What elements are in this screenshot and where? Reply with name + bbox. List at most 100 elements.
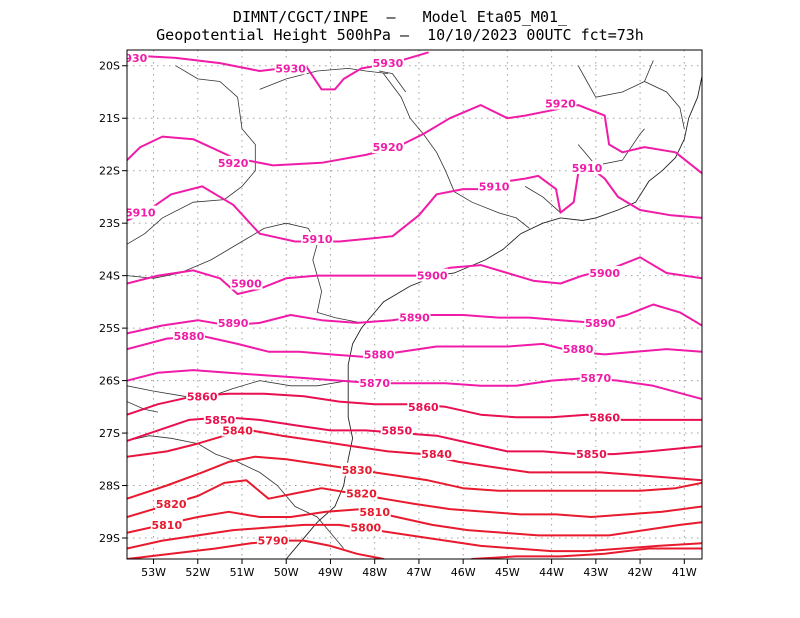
contour-label: 5840 xyxy=(222,424,253,437)
y-tick-label: 27S xyxy=(99,427,120,440)
state-border-line xyxy=(383,73,530,229)
x-tick-label: 43W xyxy=(583,566,608,579)
contour-label: 5880 xyxy=(563,343,594,356)
contour-label: 5890 xyxy=(218,317,249,330)
y-axis-ticks: 20S 21S 22S 23S 24S 25S 26S 27S 28S 29S xyxy=(99,60,127,545)
contour-label: 5900 xyxy=(589,267,620,280)
contour-label-background xyxy=(150,517,183,531)
contour-label: 5860 xyxy=(589,411,620,424)
contour-label: 5840 xyxy=(421,448,452,461)
state-border-line xyxy=(524,186,561,213)
state-border-line xyxy=(127,65,256,245)
state-border-line xyxy=(644,60,654,82)
state-border-line xyxy=(577,65,685,129)
contour-label: 5810 xyxy=(151,519,182,532)
contour-label: 5880 xyxy=(174,330,205,343)
state-border-line xyxy=(577,128,645,166)
contour-label-background xyxy=(579,370,612,384)
y-tick-label: 26S xyxy=(99,375,120,388)
y-tick-label: 21S xyxy=(99,112,120,125)
contour-labels: 930 5930 5930 5920 5920 5920 5910 5910 5910 5910 5… xyxy=(124,50,621,548)
x-tick-label: 42W xyxy=(628,566,653,579)
contour-label: 5820 xyxy=(156,498,187,511)
y-tick-label: 24S xyxy=(99,270,120,283)
map-title-line-2: Geopotential Height 500hPa – 10/10/2023 … xyxy=(156,26,644,44)
contour-label: 5800 xyxy=(351,522,382,535)
contour-line-5790 xyxy=(127,539,385,559)
contour-label-background xyxy=(172,328,205,342)
contour-label-background xyxy=(363,347,396,361)
contour-label-background xyxy=(345,486,378,500)
contour-label: 5850 xyxy=(576,448,607,461)
contour-label: 5890 xyxy=(585,317,616,330)
contour-label: 5860 xyxy=(408,401,439,414)
contour-label-background xyxy=(217,315,250,329)
contour-label: 5850 xyxy=(381,424,412,437)
contour-label-background xyxy=(274,61,307,75)
state-border-line xyxy=(259,67,389,90)
contour-label-background xyxy=(341,462,373,476)
map-title-line-1: DIMNT/CGCT/INPE – Model Eta05_M01_ xyxy=(232,8,568,26)
contour-label-background xyxy=(217,155,250,169)
contour-label-background xyxy=(544,96,577,110)
contour-label-background xyxy=(478,179,511,193)
x-tick-label: 52W xyxy=(185,566,210,579)
contour-label: 5900 xyxy=(231,278,262,291)
contour-line-5920 xyxy=(127,104,702,175)
contour-label: 5820 xyxy=(346,487,377,500)
contour-label: 5910 xyxy=(572,162,603,175)
contour-label-background xyxy=(186,389,219,403)
y-tick-label: 28S xyxy=(99,480,120,493)
contour-label: 5920 xyxy=(373,141,404,154)
contour-line-5830 xyxy=(127,455,702,500)
state-border-line xyxy=(127,435,345,549)
contour-label-background xyxy=(301,231,334,245)
contour-label-background xyxy=(575,447,608,461)
contour-line-5780 xyxy=(471,547,702,559)
contour-line-5910 xyxy=(127,167,702,243)
contour-label: 5870 xyxy=(359,377,390,390)
contour-label-background xyxy=(358,504,391,518)
x-tick-label: 46W xyxy=(451,566,476,579)
contour-label: 5930 xyxy=(373,57,404,70)
contour-label: 5870 xyxy=(581,372,612,385)
contour-label: 5830 xyxy=(342,464,373,477)
x-tick-label: 47W xyxy=(406,566,431,579)
contour-line-5800 xyxy=(127,523,702,553)
contour-line-5840 xyxy=(127,429,702,482)
contour-label-background xyxy=(349,520,382,534)
contour-label: 5930 xyxy=(275,62,306,75)
contour-label-background xyxy=(380,423,413,437)
contour-label: 5810 xyxy=(359,506,390,519)
contour-label-background xyxy=(221,423,254,437)
contour-label-background xyxy=(371,140,404,154)
contour-label: 5860 xyxy=(187,390,218,403)
state-border-line xyxy=(127,380,349,397)
contour-label-background xyxy=(407,399,440,413)
map-frame xyxy=(126,49,703,560)
contour-label: 5900 xyxy=(417,270,448,283)
contour-label: 5920 xyxy=(218,157,249,170)
contour-label: 930 xyxy=(124,52,147,65)
x-tick-label: 45W xyxy=(495,566,520,579)
x-axis-ticks: 53W 52W 51W 50W 49W 48W 47W 46W 45W 44W 43W 42W 41W xyxy=(141,559,697,579)
contour-label: 5880 xyxy=(364,348,395,361)
contour-line-5930 xyxy=(127,51,429,91)
contour-label-background xyxy=(416,268,449,282)
contour-line-5810 xyxy=(127,508,702,537)
grid-lines xyxy=(127,50,702,559)
contour-label: 5910 xyxy=(479,180,510,193)
contour-label-background xyxy=(358,376,391,390)
state-borders xyxy=(127,60,685,549)
x-tick-label: 53W xyxy=(141,566,166,579)
contour-label-background xyxy=(584,315,617,329)
height-contours xyxy=(127,51,702,559)
contour-label-background xyxy=(230,276,263,290)
state-border-line xyxy=(379,70,407,93)
x-tick-label: 51W xyxy=(230,566,255,579)
contour-label: 5910 xyxy=(302,233,333,246)
x-tick-label: 49W xyxy=(318,566,343,579)
contour-label: 5910 xyxy=(125,207,156,220)
contour-label-background xyxy=(127,205,157,219)
